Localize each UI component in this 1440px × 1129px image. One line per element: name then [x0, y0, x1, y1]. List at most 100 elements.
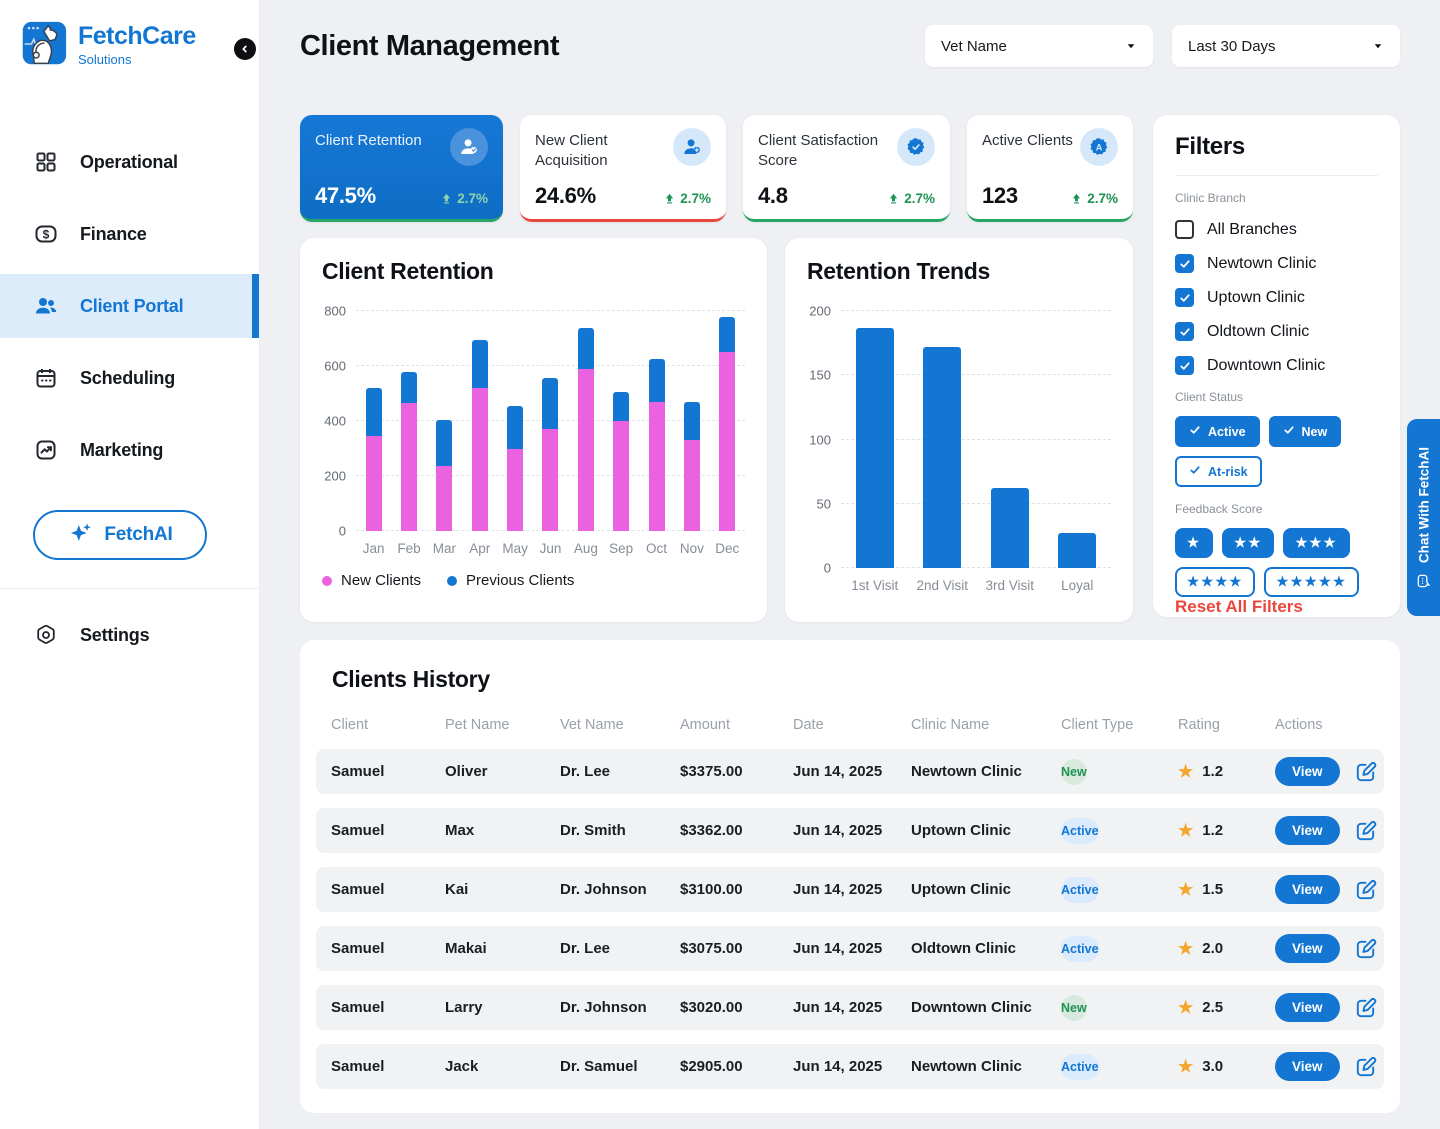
client-type-badge: Active — [1061, 877, 1099, 903]
reset-all-filters-link[interactable]: Reset All Filters — [1175, 597, 1303, 616]
checkbox-label: Oldtown Clinic — [1207, 322, 1310, 340]
kpi-trend-value: 2.7% — [457, 191, 488, 206]
bars — [841, 311, 1111, 568]
sidebar-collapse-button[interactable] — [234, 38, 256, 60]
status-chip-at-risk[interactable]: At-risk — [1175, 456, 1262, 487]
cell-date: Jun 14, 2025 — [793, 822, 883, 839]
kpi-trend: 2.7% — [664, 191, 711, 209]
filters-panel: Filters Clinic Branch All Branches Newto… — [1153, 115, 1400, 617]
feedback-score-label: Feedback Score — [1175, 502, 1263, 516]
edit-icon[interactable] — [1354, 819, 1378, 843]
cell-clinic-name: Uptown Clinic — [911, 822, 1011, 839]
cell-vet-name: Dr. Lee — [560, 940, 611, 957]
vet-name-dropdown[interactable]: Vet Name — [925, 25, 1153, 67]
cell-rating: ★ 1.5 — [1178, 880, 1275, 900]
view-button[interactable]: View — [1275, 1052, 1340, 1081]
new-clients-segment — [507, 448, 524, 531]
star-filter-chip-4[interactable]: ★★★★ — [1175, 567, 1256, 597]
legend-item-new-clients: New Clients — [322, 572, 421, 589]
cell-client: Samuel — [331, 1058, 385, 1075]
cell-date: Jun 14, 2025 — [793, 940, 883, 957]
table-row[interactable]: Samuel Kai Dr. Johnson $3100.00 Jun 14, … — [316, 867, 1384, 912]
table-body: Samuel Oliver Dr. Lee $3375.00 Jun 14, 2… — [316, 749, 1384, 1089]
sidebar-item-marketing[interactable]: Marketing — [0, 418, 259, 482]
status-chip-label: Active — [1208, 424, 1246, 439]
kpi-bottom: 4.8 2.7% — [758, 183, 935, 209]
cell-client-type: Active — [1061, 936, 1178, 962]
x-axis-label: Jan — [362, 541, 385, 556]
header-controls: Vet Name Last 30 Days — [925, 25, 1400, 67]
sidebar-item-settings[interactable]: Settings — [0, 603, 259, 667]
edit-icon[interactable] — [1354, 1055, 1378, 1079]
previous-clients-segment — [507, 405, 524, 449]
client-type-badge: New — [1061, 759, 1087, 785]
kpi-label: New Client Acquisition — [535, 132, 608, 170]
x-axis-label: 1st Visit — [851, 578, 899, 593]
view-button[interactable]: View — [1275, 934, 1340, 963]
x-axis-label: 3rd Visit — [985, 578, 1035, 593]
kpi-card-new-client-acquisition[interactable]: New Client Acquisition 24.6% 2.7% — [520, 115, 726, 222]
filter-checkbox-downtown-clinic[interactable]: Downtown Clinic — [1175, 356, 1378, 375]
table-row[interactable]: Samuel Jack Dr. Samuel $2905.00 Jun 14, … — [316, 1044, 1384, 1089]
bar-jan — [356, 311, 391, 531]
bars — [356, 311, 745, 531]
y-axis-tick: 50 — [816, 496, 831, 512]
user-check-icon — [450, 128, 488, 166]
sidebar-item-finance[interactable]: $ Finance — [0, 202, 259, 266]
trend-up-icon — [888, 193, 899, 204]
kpi-value: 4.8 — [758, 183, 788, 208]
view-button[interactable]: View — [1275, 993, 1340, 1022]
edit-icon[interactable] — [1354, 760, 1378, 784]
cell-rating: ★ 1.2 — [1178, 762, 1275, 782]
gridline — [841, 374, 1111, 376]
date-range-dropdown[interactable]: Last 30 Days — [1172, 25, 1400, 67]
trend-chart-icon — [34, 438, 58, 462]
calendar-icon — [34, 366, 58, 390]
cell-client: Samuel — [331, 822, 385, 839]
star-filter-chip-3[interactable]: ★★★ — [1283, 528, 1350, 558]
status-chip-new[interactable]: New — [1268, 416, 1342, 447]
kpi-card-client-satisfaction-score[interactable]: Client Satisfaction Score 4.8 2.7% — [743, 115, 950, 222]
kpi-card-client-retention[interactable]: Client Retention 47.5% 2.7% — [300, 115, 503, 222]
sidebar-item-operational[interactable]: Operational — [0, 130, 259, 194]
sidebar-item-client-portal[interactable]: Client Portal — [0, 274, 259, 338]
filter-checkbox-uptown-clinic[interactable]: Uptown Clinic — [1175, 288, 1378, 307]
table-row[interactable]: Samuel Oliver Dr. Lee $3375.00 Jun 14, 2… — [316, 749, 1384, 794]
view-button[interactable]: View — [1275, 816, 1340, 845]
status-chip-active[interactable]: Active — [1175, 416, 1260, 447]
chart-plot: 0 200 400 600 800 — [324, 304, 745, 539]
users-icon — [34, 294, 58, 318]
edit-icon[interactable] — [1354, 996, 1378, 1020]
star-filter-chip-1[interactable]: ★ — [1175, 528, 1214, 558]
filter-checkbox-all-branches[interactable]: All Branches — [1175, 220, 1378, 239]
status-chip-label: New — [1301, 424, 1328, 439]
stacked-bar — [365, 311, 382, 531]
cell-pet-name: Larry — [445, 999, 483, 1016]
filter-checkbox-oldtown-clinic[interactable]: Oldtown Clinic — [1175, 322, 1378, 341]
table-row[interactable]: Samuel Makai Dr. Lee $3075.00 Jun 14, 20… — [316, 926, 1384, 971]
view-button[interactable]: View — [1275, 757, 1340, 786]
kpi-card-active-clients[interactable]: Active Clients A 123 2.7% — [967, 115, 1133, 222]
check-icon — [1283, 424, 1295, 439]
checkbox-checked — [1175, 356, 1194, 375]
sidebar: FetchCare Solutions Operational $ Financ… — [0, 0, 260, 1129]
sidebar-item-scheduling[interactable]: Scheduling — [0, 346, 259, 410]
cell-date: Jun 14, 2025 — [793, 763, 883, 780]
star-filter-chip-2[interactable]: ★★ — [1222, 528, 1275, 558]
cell-amount: $3362.00 — [680, 822, 743, 839]
kpi-top: Client Satisfaction Score — [758, 128, 935, 172]
view-button[interactable]: View — [1275, 875, 1340, 904]
chat-with-fetchai-tab[interactable]: Chat With FetchAI — [1407, 419, 1440, 616]
fetchai-button[interactable]: FetchAI — [33, 510, 207, 560]
star-filter-chip-5[interactable]: ★★★★★ — [1264, 567, 1359, 597]
retention-trends-chart: Retention Trends 0 50 100 150 200 1st Visit 2… — [785, 238, 1133, 622]
edit-icon[interactable] — [1354, 937, 1378, 961]
table-row[interactable]: Samuel Larry Dr. Johnson $3020.00 Jun 14… — [316, 985, 1384, 1030]
new-clients-segment — [542, 429, 559, 531]
kpi-trend: 2.7% — [1071, 191, 1118, 209]
edit-icon[interactable] — [1354, 878, 1378, 902]
filter-checkbox-newtown-clinic[interactable]: Newtown Clinic — [1175, 254, 1378, 273]
cell-date: Jun 14, 2025 — [793, 1058, 883, 1075]
clinic-branch-label: Clinic Branch — [1175, 191, 1246, 205]
table-row[interactable]: Samuel Max Dr. Smith $3362.00 Jun 14, 20… — [316, 808, 1384, 853]
